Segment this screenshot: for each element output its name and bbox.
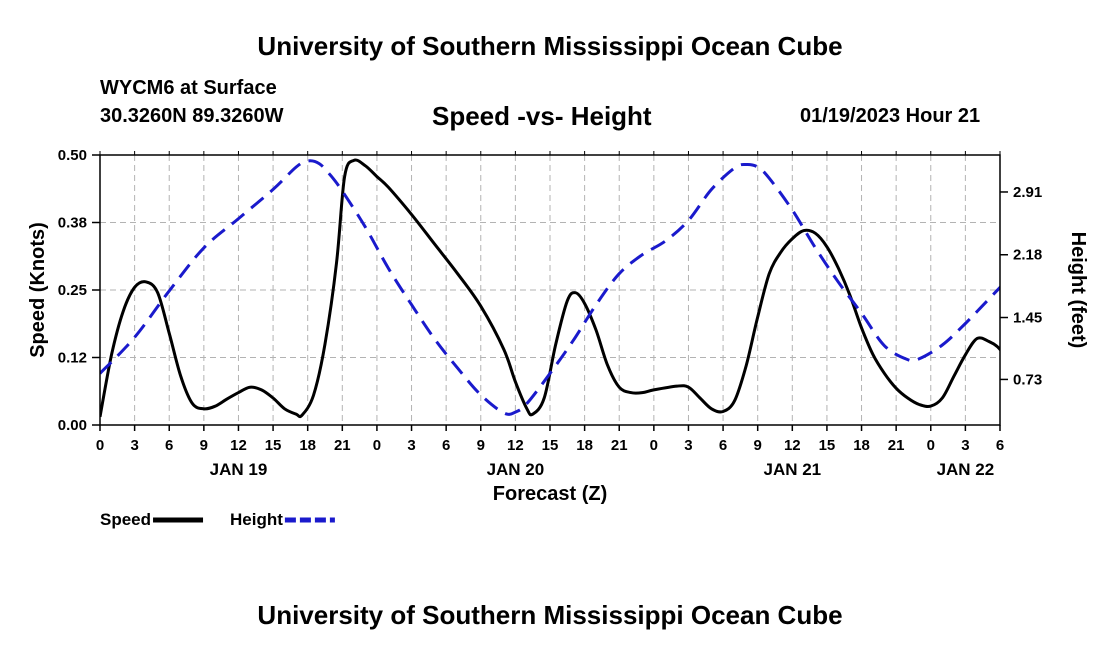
y-tick-label: 0.38	[58, 215, 87, 232]
x-tick-label: 0	[927, 437, 935, 454]
series-line-speed	[100, 158, 1000, 419]
footer-title: University of Southern Mississippi Ocean…	[257, 600, 843, 630]
station-coordinates: 30.3260N 89.3260W	[100, 105, 284, 127]
y2-tick-label: 2.18	[1013, 247, 1042, 264]
y-axis-label-height: Height (feet)	[1067, 232, 1089, 349]
y-tick-label: 0.50	[58, 147, 87, 164]
x-tick-label: 6	[719, 437, 727, 454]
chart-title: Speed -vs- Height	[432, 101, 652, 131]
x-date-label: JAN 21	[763, 460, 821, 479]
y2-tick-label: 0.73	[1013, 371, 1042, 388]
x-tick-label: 9	[200, 437, 208, 454]
series-line-height	[100, 159, 1000, 416]
x-tick-label: 6	[442, 437, 450, 454]
x-tick-label: 21	[611, 437, 628, 454]
x-date-label: JAN 19	[210, 460, 268, 479]
page-title: University of Southern Mississippi Ocean…	[257, 31, 843, 61]
x-date-label: JAN 20	[487, 460, 545, 479]
x-tick-label: 18	[853, 437, 870, 454]
x-tick-label: 12	[507, 437, 524, 454]
x-tick-label: 0	[96, 437, 104, 454]
x-tick-label: 6	[996, 437, 1004, 454]
x-tick-label: 15	[542, 437, 559, 454]
legend-label-speed: Speed	[100, 510, 151, 529]
station-name: WYCM6 at Surface	[100, 77, 277, 99]
y-tick-label: 0.00	[58, 417, 87, 434]
x-tick-label: 6	[165, 437, 173, 454]
x-tick-label: 9	[754, 437, 762, 454]
x-axis-label: Forecast (Z)	[493, 483, 607, 505]
x-tick-label: 3	[684, 437, 692, 454]
x-tick-label: 15	[819, 437, 836, 454]
y-tick-label: 0.12	[58, 350, 87, 367]
x-tick-label: 18	[299, 437, 316, 454]
x-tick-label: 0	[650, 437, 658, 454]
x-tick-label: 3	[961, 437, 969, 454]
axes: 0 3 6 9 12 15 18 21 0 3 6 9 12 15 18 21 0 3 6 9 12 15 18 21 0 3 6 0…	[58, 147, 1042, 479]
y2-tick-label: 2.91	[1013, 184, 1042, 201]
x-tick-label: 9	[477, 437, 485, 454]
x-date-label: JAN 22	[937, 460, 995, 479]
grid-lines	[100, 155, 1000, 425]
series-lines	[100, 158, 1000, 419]
x-tick-label: 15	[265, 437, 282, 454]
x-tick-label: 0	[373, 437, 381, 454]
x-tick-label: 21	[334, 437, 351, 454]
y2-tick-label: 1.45	[1013, 310, 1042, 327]
forecast-datetime: 01/19/2023 Hour 21	[800, 105, 981, 127]
x-tick-label: 3	[407, 437, 415, 454]
x-tick-label: 12	[784, 437, 801, 454]
legend-label-height: Height	[230, 510, 283, 529]
x-tick-label: 12	[230, 437, 247, 454]
x-tick-label: 18	[576, 437, 593, 454]
y-tick-label: 0.25	[58, 282, 87, 299]
x-tick-label: 21	[888, 437, 905, 454]
y-axis-label-speed: Speed (Knots)	[27, 222, 49, 358]
x-tick-label: 3	[130, 437, 138, 454]
legend: Speed Height	[100, 510, 335, 529]
